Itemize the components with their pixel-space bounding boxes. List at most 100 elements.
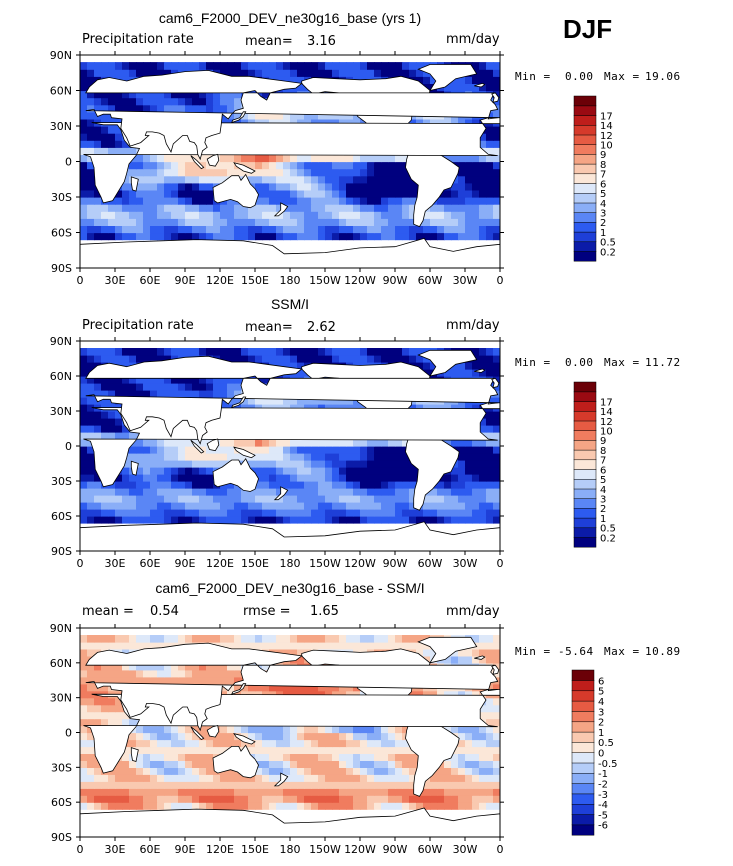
colorbar-box bbox=[571, 721, 595, 733]
field-cell bbox=[395, 753, 403, 761]
field-cell bbox=[129, 189, 137, 198]
field-cell bbox=[262, 746, 270, 754]
field-cell bbox=[122, 509, 130, 517]
field-cell bbox=[220, 154, 228, 163]
continent-outline bbox=[230, 683, 247, 695]
field-cell bbox=[178, 453, 186, 461]
field-cell bbox=[199, 502, 207, 510]
panel-3-mean-label: mean = bbox=[82, 604, 134, 619]
y-tick-label: 60S bbox=[51, 510, 72, 523]
field-cell bbox=[311, 467, 319, 475]
field-cell bbox=[290, 182, 298, 191]
field-cell bbox=[129, 376, 137, 384]
field-cell bbox=[248, 204, 256, 212]
field-cell bbox=[213, 502, 221, 510]
field-cell bbox=[451, 369, 459, 377]
field-cell bbox=[304, 683, 312, 692]
field-cell bbox=[339, 760, 347, 768]
field-cell bbox=[311, 753, 319, 761]
field-cell bbox=[451, 767, 459, 775]
x-tick-label: 90E bbox=[175, 274, 196, 287]
field-cell bbox=[346, 781, 354, 789]
field-cell bbox=[150, 218, 158, 226]
field-cell bbox=[283, 355, 291, 363]
continent-outline bbox=[417, 64, 478, 92]
field-cell bbox=[325, 204, 333, 212]
field-cell bbox=[304, 175, 312, 184]
field-cell bbox=[346, 746, 354, 754]
field-cell bbox=[241, 802, 249, 810]
field-cell bbox=[311, 446, 319, 454]
field-cell bbox=[416, 635, 424, 643]
field-cell bbox=[402, 516, 410, 524]
field-cell bbox=[297, 495, 305, 503]
field-cell bbox=[129, 197, 137, 205]
field-cell bbox=[311, 641, 319, 650]
field-cell bbox=[136, 788, 144, 796]
field-cell bbox=[283, 211, 291, 219]
field-cell bbox=[87, 189, 95, 198]
field-cell bbox=[346, 204, 354, 212]
field-cell bbox=[409, 348, 417, 356]
field-cell bbox=[115, 704, 123, 713]
field-cell bbox=[227, 383, 235, 391]
field-cell bbox=[430, 76, 438, 84]
field-cell bbox=[402, 760, 410, 768]
field-cell bbox=[87, 168, 95, 177]
field-cell bbox=[115, 718, 123, 727]
field-cell bbox=[234, 635, 242, 643]
field-cell bbox=[115, 104, 123, 113]
field-cell bbox=[486, 362, 494, 370]
field-cell bbox=[493, 467, 500, 475]
colorbar-label: 2 bbox=[598, 718, 604, 729]
field-cell bbox=[262, 62, 270, 70]
field-cell bbox=[220, 781, 228, 789]
field-cell bbox=[465, 795, 473, 803]
field-cell bbox=[451, 204, 459, 212]
field-cell bbox=[150, 495, 158, 503]
field-cell bbox=[171, 161, 179, 170]
field-cell bbox=[493, 204, 500, 212]
field-cell bbox=[157, 355, 165, 363]
field-cell bbox=[381, 481, 389, 489]
field-cell bbox=[122, 225, 130, 234]
field-cell bbox=[234, 739, 242, 748]
field-cell bbox=[213, 788, 221, 796]
field-cell bbox=[381, 69, 389, 77]
field-cell bbox=[157, 669, 165, 678]
field-cell bbox=[493, 446, 500, 454]
field-cell bbox=[416, 232, 424, 241]
field-cell bbox=[255, 481, 263, 489]
field-cell bbox=[108, 140, 116, 148]
field-cell bbox=[402, 795, 410, 803]
field-cell bbox=[171, 760, 179, 768]
field-cell bbox=[297, 111, 305, 120]
field-cell bbox=[367, 753, 375, 761]
field-cell bbox=[346, 175, 354, 184]
field-cell bbox=[101, 397, 109, 405]
field-cell bbox=[423, 802, 431, 810]
field-cell bbox=[192, 90, 200, 99]
field-cell bbox=[164, 348, 172, 356]
field-cell bbox=[486, 760, 494, 768]
field-cell bbox=[409, 182, 417, 191]
field-cell bbox=[185, 446, 193, 454]
field-cell bbox=[290, 635, 298, 643]
x-tick-label: 90E bbox=[175, 843, 196, 856]
field-cell bbox=[297, 481, 305, 489]
field-cell bbox=[220, 348, 228, 356]
field-cell bbox=[122, 175, 130, 184]
y-tick-label: 90S bbox=[51, 545, 72, 558]
field-cell bbox=[276, 753, 284, 761]
field-cell bbox=[332, 495, 340, 503]
y-tick-label: 30S bbox=[51, 761, 72, 774]
colorbar-label: 0.5 bbox=[598, 738, 614, 749]
field-cell bbox=[101, 376, 109, 384]
field-cell bbox=[171, 502, 179, 510]
field-cell bbox=[290, 795, 298, 803]
field-cell bbox=[318, 516, 326, 524]
field-cell bbox=[108, 711, 116, 720]
field-cell bbox=[458, 795, 466, 803]
field-cell bbox=[80, 516, 88, 524]
field-cell bbox=[227, 218, 235, 226]
